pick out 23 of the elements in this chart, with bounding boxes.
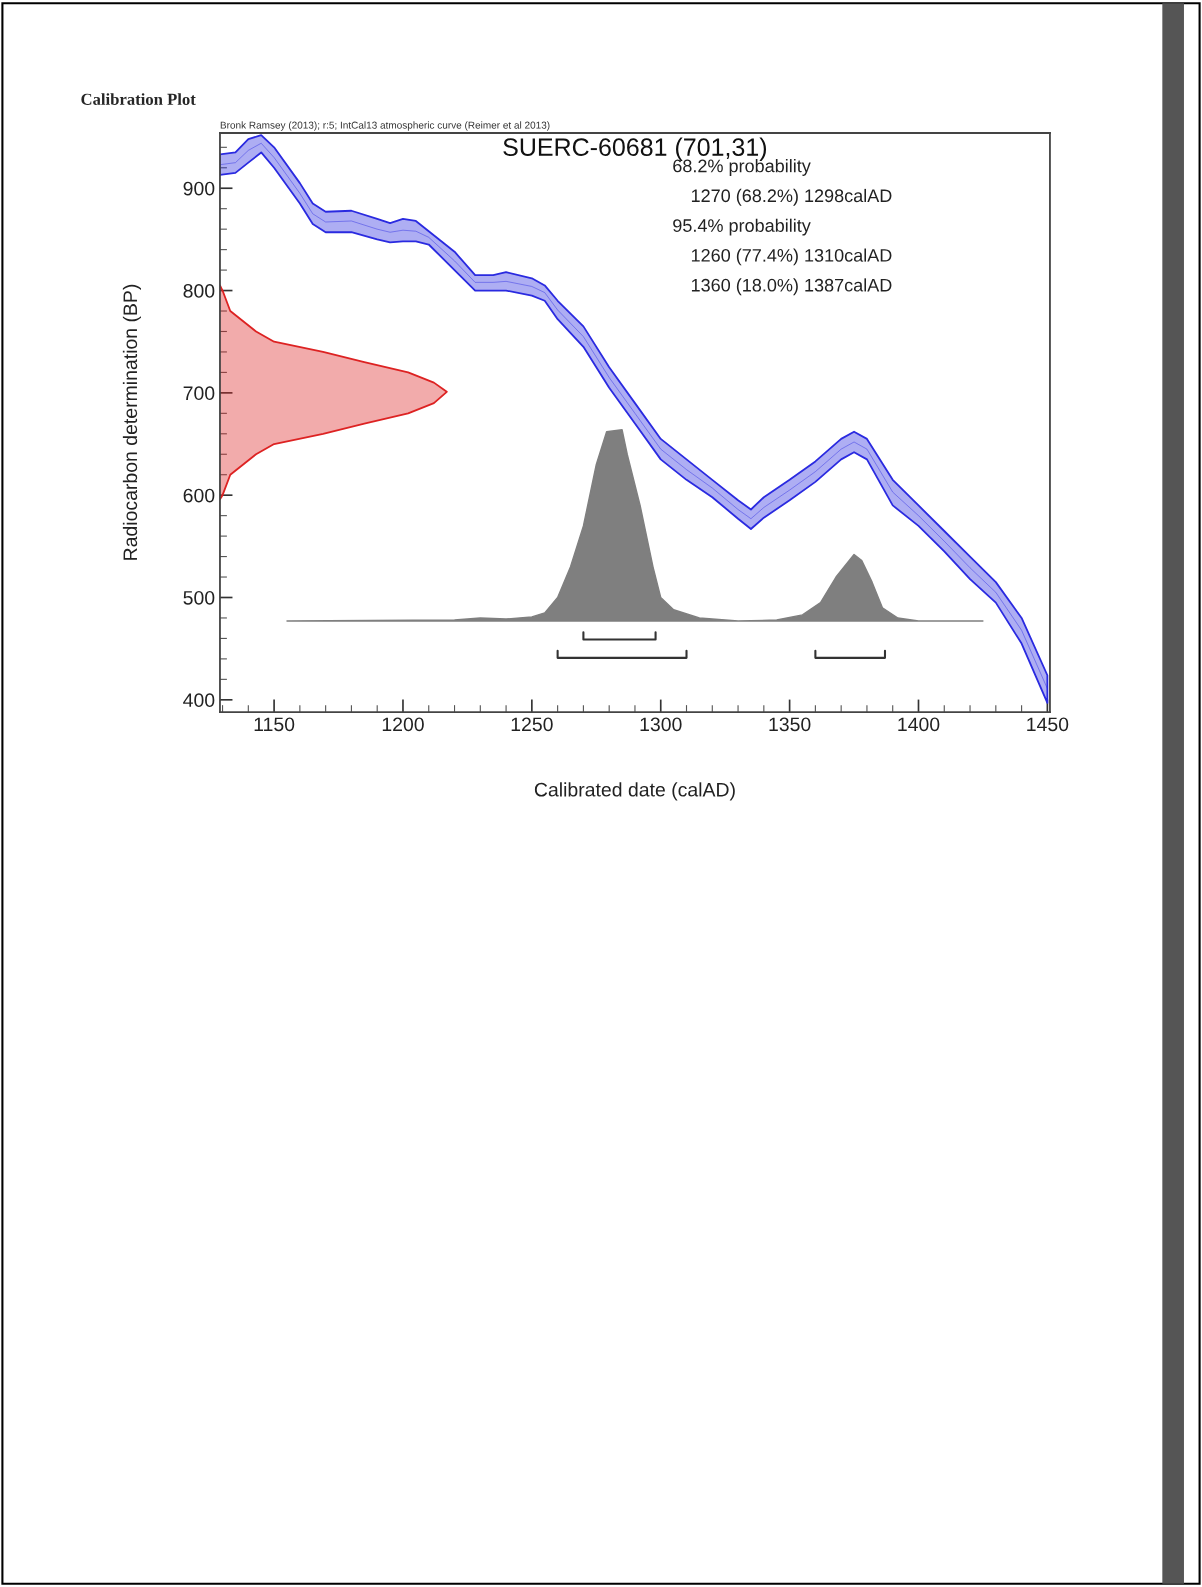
- x-tick-label: 1300: [640, 717, 682, 732]
- x-tick-label: 1450: [1027, 717, 1069, 732]
- annotation: 1260 (77.4%) 1310calAD: [691, 248, 892, 266]
- annotation: 95.4% probability: [673, 218, 811, 236]
- x-tick-label: 1200: [382, 717, 424, 732]
- x-tick-label: 1350: [769, 717, 811, 732]
- annotation: SUERC-60681 (701,31): [503, 137, 767, 161]
- annotation: 1360 (18.0%) 1387calAD: [691, 278, 892, 296]
- y-axis-title: Radiocarbon determination (BP): [122, 284, 141, 560]
- y-tick-label: 400: [183, 693, 215, 708]
- annotation: 68.2% probability: [673, 159, 811, 176]
- annotation: 1270 (68.2%) 1298calAD: [691, 188, 892, 206]
- x-tick-label: 1400: [898, 717, 940, 732]
- y-tick-label: 800: [183, 284, 215, 298]
- x-tick-label: 1150: [254, 717, 295, 732]
- x-axis-title: Calibrated date (calAD): [534, 782, 735, 801]
- y-tick-label: 600: [183, 488, 215, 503]
- chart-subtitle: Bronk Ramsey (2013); r:5; IntCal13 atmospheric curve (Reimer et al 2013): [220, 121, 550, 131]
- y-tick-label: 700: [183, 386, 215, 401]
- y-tick-label: 900: [183, 181, 215, 196]
- chart-title: Calibration Plot: [81, 93, 196, 105]
- x-tick-label: 1250: [511, 717, 553, 732]
- y-tick-label: 500: [183, 590, 215, 605]
